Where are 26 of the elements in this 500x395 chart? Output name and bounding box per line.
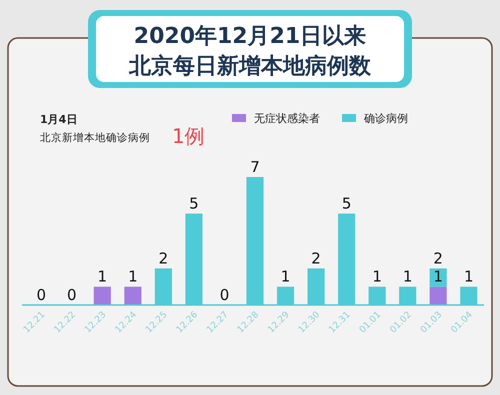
data-label: 5 bbox=[189, 194, 199, 213]
data-label: 1 bbox=[402, 268, 412, 286]
data-label: 2 bbox=[158, 249, 168, 268]
bar bbox=[430, 286, 447, 305]
total-label: 2 bbox=[433, 249, 443, 268]
legend-label: 无症状感染者 bbox=[254, 112, 320, 125]
text: 1例 bbox=[172, 124, 205, 148]
data-label: 1 bbox=[280, 268, 290, 286]
text: 北京新增本地确诊病例 bbox=[40, 131, 150, 144]
text: 1月4日 bbox=[40, 113, 78, 126]
data-label: 5 bbox=[342, 194, 352, 213]
data-label: 1 bbox=[98, 268, 108, 286]
data-label: 1 bbox=[128, 268, 138, 286]
data-label: 1 bbox=[433, 268, 443, 286]
chart-title: 2020年12月21日以来 bbox=[134, 24, 366, 49]
data-label: 1 bbox=[464, 268, 474, 286]
bar bbox=[94, 286, 111, 305]
data-label: 0 bbox=[67, 286, 77, 304]
legend-label: 确诊病例 bbox=[363, 112, 408, 125]
data-label: 7 bbox=[250, 158, 260, 176]
data-label: 0 bbox=[220, 286, 230, 304]
chart-subtitle: 北京每日新增本地病例数 bbox=[128, 53, 372, 79]
data-label: 0 bbox=[36, 286, 46, 304]
bar bbox=[124, 286, 142, 305]
data-label: 2 bbox=[311, 249, 321, 268]
data-label: 1 bbox=[372, 268, 382, 286]
